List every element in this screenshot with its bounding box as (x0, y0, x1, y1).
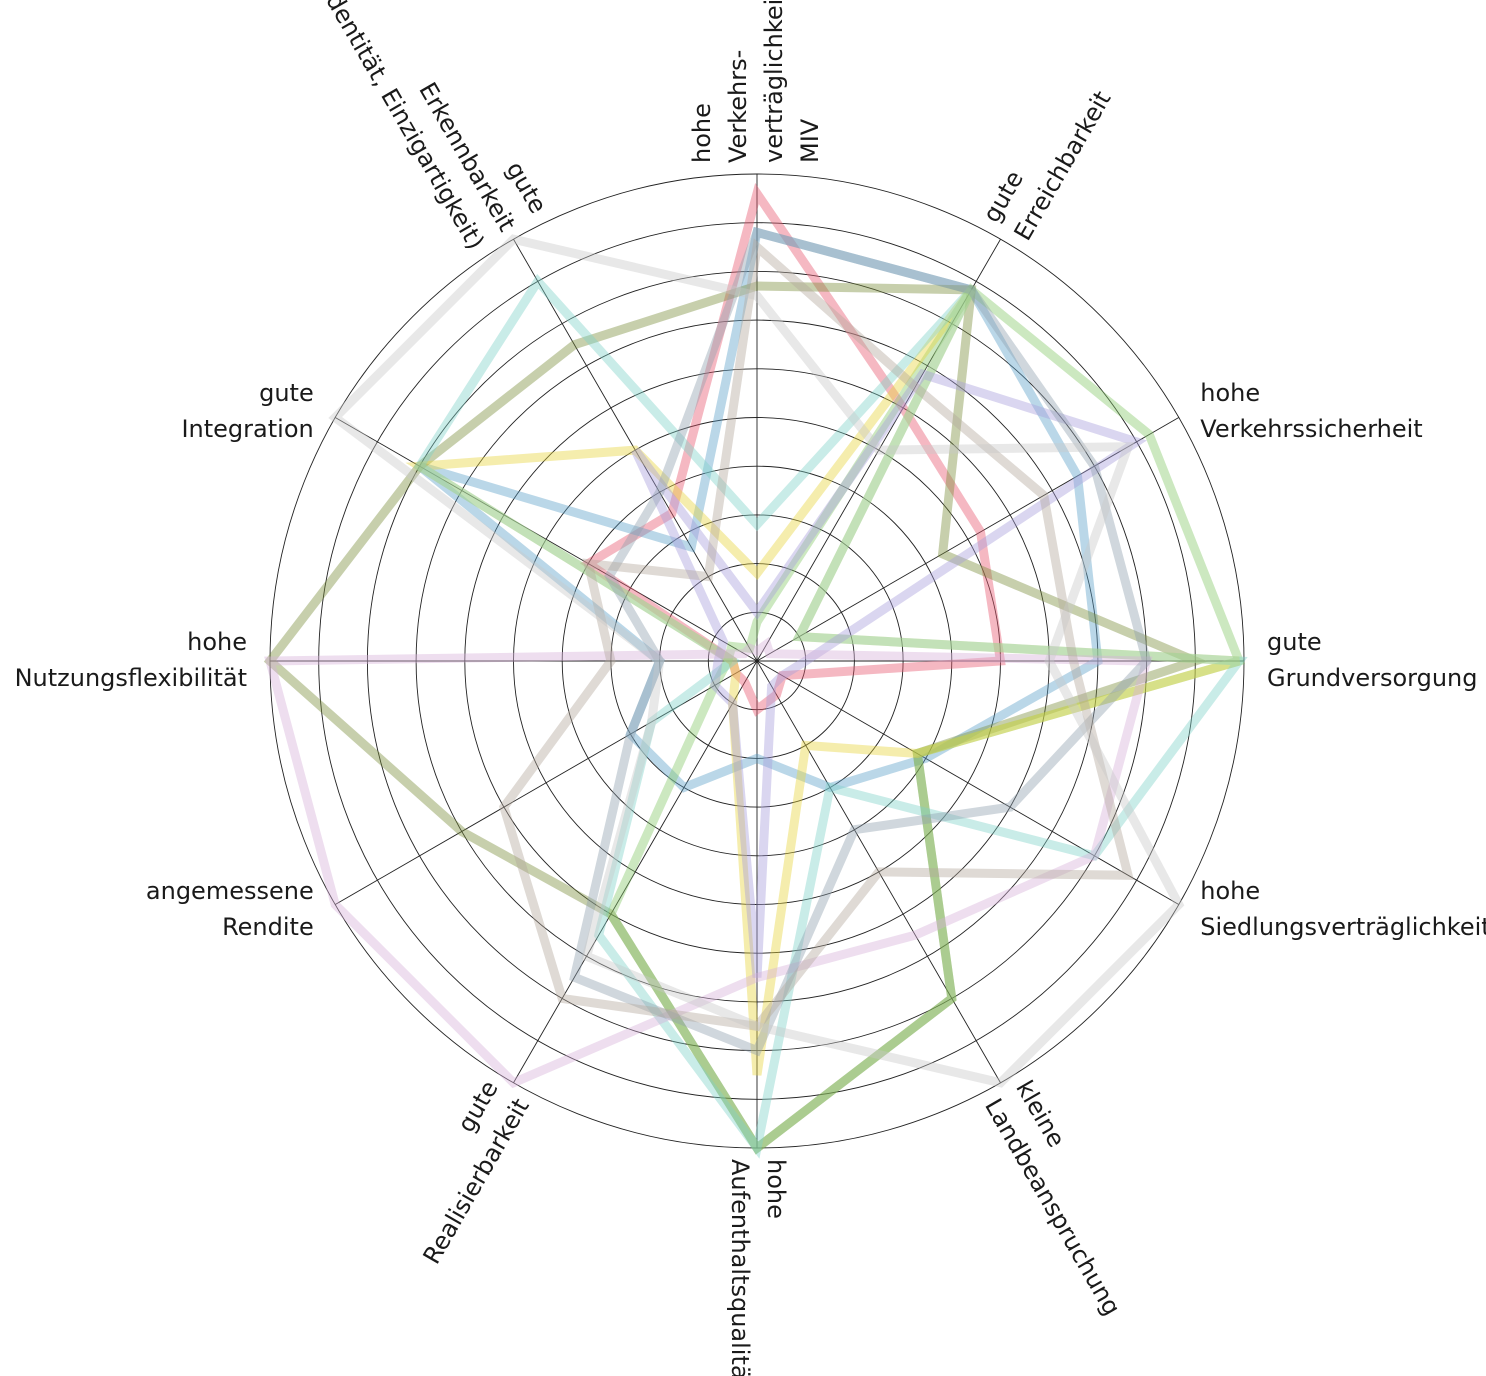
axis-spoke-10 (335, 417, 758, 662)
axis-spoke-1 (756, 239, 1001, 662)
series-line-10 (328, 234, 1185, 1088)
axis-label-8-line-0: angemessene (146, 877, 314, 905)
axis-label-6-line-1: Aufenthaltsqualität (726, 1159, 754, 1376)
axis-label-9-line-1: Nutzungsflexibilität (15, 664, 247, 692)
series-line-6 (631, 368, 1147, 978)
axis-label-0-line-3: MIV (796, 118, 824, 163)
series-line-4 (405, 287, 1241, 1076)
series-line-3 (605, 283, 1246, 1155)
axis-label-8-line-1: Rendite (222, 913, 314, 941)
axis-label-0-line-2: verträglichkeit (760, 0, 788, 163)
series-line-7 (264, 636, 1153, 1089)
series-line-8 (569, 226, 1152, 1057)
radar-series (263, 182, 1248, 1159)
axis-label-4-line-1: Siedlungsverträglichkeit (1200, 913, 1486, 941)
axis-spoke-4 (756, 660, 1179, 905)
axis-label-0-line-0: hohe (688, 103, 716, 163)
axis-spoke-11 (513, 239, 758, 662)
axis-label-0-line-1: Verkehrs- (724, 50, 752, 163)
axis-label-9: hohe Nutzungsflexibilität (15, 628, 247, 692)
axis-label-3-line-1: Grundversorgung (1267, 664, 1477, 692)
axis-label-10-line-0: gute (259, 379, 314, 407)
series-line-2 (263, 281, 1209, 1155)
axis-label-8: angemessene Rendite (146, 877, 314, 941)
axis-label-6-line-0: hohe (762, 1159, 790, 1219)
axis-label-6: hohe Aufenthaltsqualität (726, 1159, 790, 1376)
axis-spoke-7 (513, 660, 758, 1083)
axis-label-1-line-1: Erreichbarkeit (1009, 86, 1117, 245)
axis-spoke-5 (756, 660, 1001, 1083)
series-line-5 (413, 274, 1248, 1159)
axis-label-2: hohe Verkehrssicherheit (1200, 379, 1422, 443)
axis-label-2-line-0: hohe (1200, 379, 1260, 407)
axis-spoke-8 (335, 660, 758, 905)
axis-label-10: gute Integration (181, 379, 313, 443)
axis-label-10-line-1: Integration (181, 415, 313, 443)
series-line-0 (579, 182, 1006, 717)
axis-label-2-line-1: Verkehrssicherheit (1200, 415, 1422, 443)
series-line-1 (416, 226, 1103, 793)
axis-spoke-2 (756, 417, 1179, 662)
axis-label-3-line-0: gute (1267, 628, 1322, 656)
axis-label-4-line-0: hohe (1200, 877, 1260, 905)
series-line-9 (498, 238, 1134, 1032)
axis-label-3: gute Grundversorgung (1267, 628, 1477, 692)
axis-label-9-line-0: hohe (187, 628, 247, 656)
axis-label-4: hohe Siedlungsverträglichkeit (1200, 877, 1486, 941)
axis-label-0: hohe Verkehrs-verträglichkeit MIV (688, 0, 824, 163)
radar-spokes (270, 174, 1244, 1148)
